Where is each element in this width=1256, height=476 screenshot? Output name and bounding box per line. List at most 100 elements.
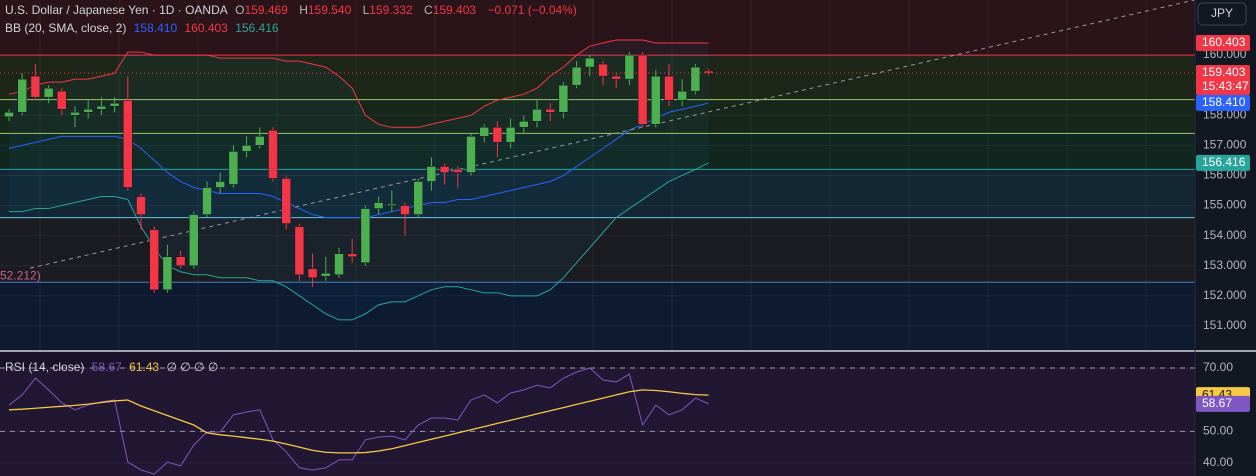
rsi-line	[8, 367, 709, 475]
candle-body	[228, 151, 239, 185]
ohlc: L159.332	[363, 3, 417, 17]
rsi-ma-value: 61.43	[129, 360, 160, 374]
y-tick-label: 154.000	[1203, 228, 1247, 242]
candle-body	[453, 169, 463, 173]
y-tick-label: 155.000	[1203, 198, 1247, 212]
bb-upper	[8, 39, 709, 128]
candle-body	[321, 273, 331, 277]
y-tick-label: 70.00	[1203, 360, 1233, 374]
l-key: L	[362, 3, 370, 17]
candle-body	[30, 75, 41, 98]
ma-line	[8, 389, 709, 454]
candle-body	[439, 166, 450, 173]
change: −0.071 (−0.04%)	[487, 3, 577, 17]
zone	[0, 55, 1195, 100]
candle-body	[651, 75, 661, 125]
zone	[0, 133, 1195, 170]
candle-body	[585, 57, 595, 68]
candle-body	[360, 208, 371, 263]
bb-upper: 160.403	[184, 21, 228, 35]
countdown: 15:43:47	[1202, 79, 1249, 93]
candle-body	[532, 108, 542, 122]
currency-label: JPY	[1211, 6, 1233, 20]
candle-body	[373, 202, 384, 209]
y-tick-label: 152.000	[1203, 288, 1247, 302]
candle-body	[57, 90, 67, 110]
rsi-band-fill	[0, 367, 1195, 476]
rsi-value: 58.67	[91, 360, 122, 374]
zone	[0, 0, 1195, 56]
upper-price-label-box	[1196, 34, 1250, 51]
candle-body	[43, 87, 54, 98]
candle-body	[664, 75, 674, 101]
candle-body	[545, 108, 555, 113]
candle-body	[109, 102, 120, 107]
candle-body	[83, 108, 93, 113]
candle-body	[215, 181, 225, 188]
upper-price-label: 160.403	[1202, 35, 1246, 49]
candle-body	[281, 178, 291, 224]
rsi-pane	[0, 350, 1256, 476]
candle-body	[294, 226, 305, 276]
candle-body	[690, 66, 701, 92]
candle-body	[466, 136, 476, 173]
o-value: 159.469	[244, 3, 288, 17]
bb-title: BB (20, SMA, close, 2)	[5, 21, 127, 35]
rsi-empty: ∅ ∅ ∅ ∅	[166, 360, 219, 374]
candle-body	[136, 196, 146, 215]
y-tick-label: 158.000	[1203, 107, 1247, 121]
price-axis: 160.000158.000157.000156.000155.000154.0…	[1194, 0, 1250, 476]
candle-body	[519, 121, 529, 128]
candle-body	[492, 127, 503, 143]
candle-body	[677, 90, 687, 101]
candle-body	[347, 253, 357, 257]
y-tick-label: 153.000	[1203, 258, 1247, 272]
zone	[0, 282, 1195, 350]
candle-body	[149, 229, 159, 291]
rsi-label-box	[1196, 395, 1250, 412]
symbol-title: U.S. Dollar / Japanese Yen · 1D · OANDA	[5, 3, 228, 17]
candle-body	[96, 105, 107, 110]
lower-price-label-box	[1196, 154, 1250, 171]
candle-body	[241, 145, 252, 152]
bb-lower: 156.416	[235, 21, 279, 35]
level-annotation: 52.212)	[0, 268, 41, 282]
rsi-title: RSI (14, close)	[5, 360, 85, 374]
last-price-label-box	[1196, 65, 1250, 96]
candle-body	[611, 75, 621, 80]
bb-lower	[9, 162, 709, 321]
candle-body	[162, 256, 173, 291]
middle-price-label: 158.410	[1202, 95, 1246, 109]
zone	[0, 99, 1195, 134]
candle-body	[4, 112, 14, 118]
rsi-background	[0, 352, 1195, 476]
candle-body	[387, 203, 397, 206]
h-key: H	[299, 3, 308, 17]
candle-body	[268, 130, 278, 179]
candle-body	[334, 253, 344, 276]
c-key: C	[424, 3, 433, 17]
candle-body	[70, 112, 80, 116]
candle-body	[479, 127, 489, 137]
currency-button[interactable]	[1197, 2, 1247, 26]
candle-body	[189, 214, 199, 266]
h-value: 159.540	[307, 3, 352, 17]
ohlc: O159.469	[235, 3, 292, 17]
candle-body	[400, 205, 410, 215]
y-tick-label: 40.00	[1203, 455, 1233, 469]
ohlc: H159.540	[299, 3, 355, 17]
candle-body	[123, 99, 133, 188]
y-tick-label: 151.000	[1203, 318, 1247, 332]
y-tick-label: 50.00	[1203, 424, 1233, 438]
candle-body	[307, 268, 318, 279]
bb-legend: BB (20, SMA, close, 2) 158.410 160.403 1…	[5, 20, 283, 36]
symbol-legend: U.S. Dollar / Japanese Yen · 1D · OANDA …	[5, 2, 581, 18]
zone	[0, 217, 1195, 283]
candle-body	[624, 54, 635, 80]
ohlc: C159.403	[424, 3, 480, 17]
y-tick-label: 156.000	[1203, 168, 1247, 182]
candle-body	[571, 66, 582, 86]
l-value: 159.332	[369, 3, 413, 17]
